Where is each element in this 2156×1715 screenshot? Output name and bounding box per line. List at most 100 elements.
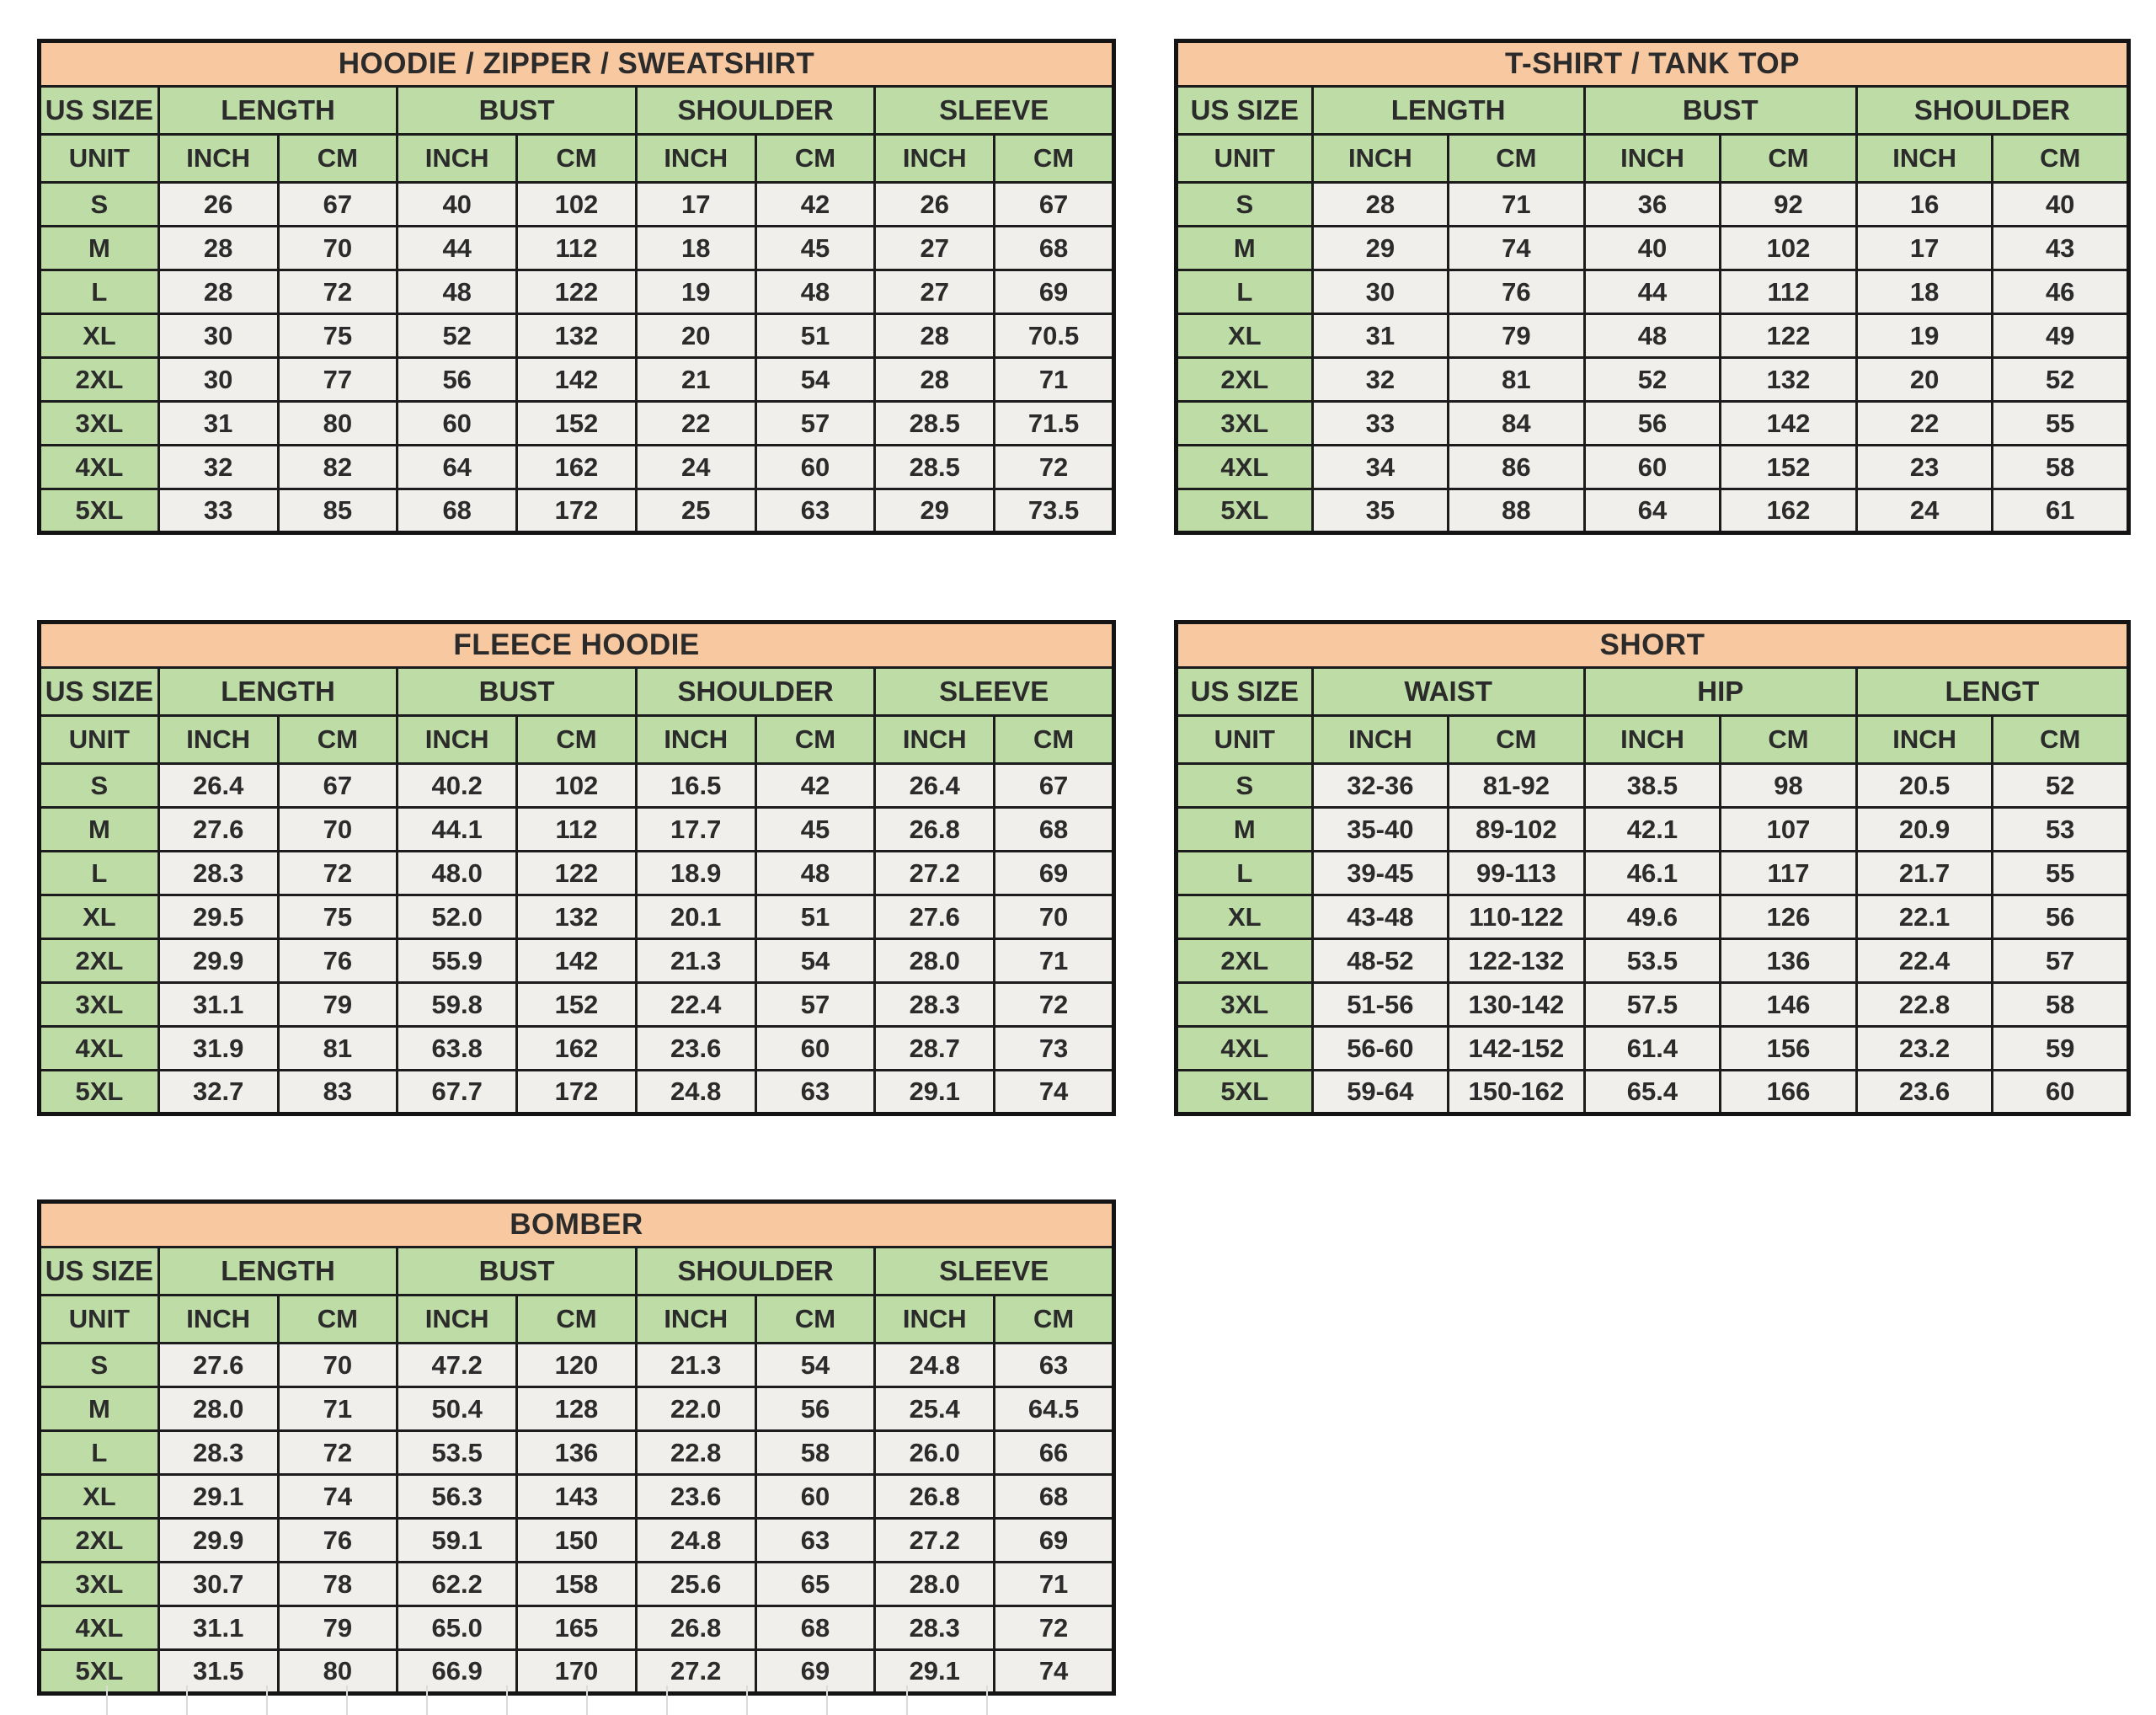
measurement-cell: 28 [1310,181,1450,227]
measurement-cell: 136 [1719,938,1858,984]
unit-cell: CM [1991,714,2130,765]
measurement-cell: 68 [754,1605,877,1651]
measurement-cell: 57.5 [1582,981,1722,1028]
size-label: 3XL [38,981,160,1028]
measurement-cell: 31 [157,400,280,446]
unit-cell: CM [515,1294,638,1344]
size-label: 3XL [38,400,160,446]
measurement-cell: 29.9 [157,938,280,984]
table-title-row: HOODIE / ZIPPER / SWEATSHIRT [38,40,1115,88]
measurement-cell: 28 [157,225,280,271]
unit-cell: INCH [1310,714,1450,765]
size-label: 4XL [38,1605,160,1651]
unit-cell: INCH [873,714,996,765]
measurement-cell: 48 [754,850,877,896]
size-row: 5XL 32.7 83 67.7 172 24.8 63 29.1 74 [38,1069,1115,1115]
measurement-cell: 60 [754,1025,877,1071]
measurement-cell: 23.6 [634,1025,757,1071]
measurement-cell: 122 [1719,313,1858,359]
measurement-cell: 29.1 [157,1473,280,1520]
table-short: SHORT US SIZE WAIST HIP LENGT UNIT INCH CM INCH C… [1174,620,2131,1116]
measurement-cell: 48-52 [1310,938,1450,984]
measurement-cell: 85 [276,488,399,534]
measurement-cell: 22.1 [1854,894,1994,940]
measurement-cell: 166 [1719,1069,1858,1115]
measurement-cell: 54 [754,1342,877,1388]
size-label: 4XL [1175,1025,1314,1071]
measurement-cell: 65.0 [396,1605,519,1651]
size-row: L 28.3 72 48.0 122 18.9 48 27.2 69 [38,850,1115,896]
size-table: SHORT US SIZE WAIST HIP LENGT UNIT INCH CM INCH C… [1174,620,2131,1116]
size-row: 4XL 34 86 60 152 23 58 [1175,444,2130,490]
size-table: HOODIE / ZIPPER / SWEATSHIRT US SIZE LENGT… [37,39,1116,535]
measurement-cell: 77 [276,356,399,403]
size-row: 4XL 31.9 81 63.8 162 23.6 60 28.7 73 [38,1025,1115,1071]
measurement-cell: 28.0 [873,1561,996,1607]
measurement-cell: 25.4 [873,1386,996,1432]
size-label: XL [1175,894,1314,940]
measurement-cell: 64 [396,444,519,490]
measurement-cell: 32 [157,444,280,490]
measurement-cell: 60 [396,400,519,446]
table-fleece-hoodie: FLEECE HOODIE US SIZE LENGTH BUST SHOULDER SL… [37,620,1116,1116]
measurement-cell: 71 [276,1386,399,1432]
measurement-cell: 72 [276,269,399,315]
table-hoodie-zipper-sweatshirt: HOODIE / ZIPPER / SWEATSHIRT US SIZE LENGT… [37,39,1116,535]
size-label: XL [38,1473,160,1520]
unit-cell: INCH [1854,714,1994,765]
measurement-cell: 26.4 [873,762,996,809]
measurement-cell: 63 [754,1517,877,1563]
measurement-cell: 28.3 [157,850,280,896]
measurement-cell: 172 [515,1069,638,1115]
measurement-cell: 28.0 [873,938,996,984]
measurement-cell: 55 [1991,400,2130,446]
measurement-cell: 64 [1582,488,1722,534]
size-row: S 27.6 70 47.2 120 21.3 54 24.8 63 [38,1342,1115,1388]
measurement-cell: 86 [1447,444,1586,490]
measurement-cell: 81 [1447,356,1586,403]
measurement-cell: 23 [1854,444,1994,490]
column-group-header: SLEEVE [873,1246,1115,1296]
column-group-header: BUST [1582,85,1858,136]
measurement-cell: 98 [1719,762,1858,809]
measurement-cell: 21.7 [1854,850,1994,896]
measurement-cell: 26.0 [873,1429,996,1476]
table-title: HOODIE / ZIPPER / SWEATSHIRT [38,40,1115,88]
size-label: S [1175,762,1314,809]
column-group-header: LENGT [1854,666,2131,717]
measurement-cell: 71 [1447,181,1586,227]
measurement-cell: 162 [515,1025,638,1071]
measurement-cell: 54 [754,356,877,403]
measurement-cell: 25.6 [634,1561,757,1607]
unit-cell: CM [1991,133,2130,184]
size-label: M [1175,225,1314,271]
measurement-cell: 59.8 [396,981,519,1028]
measurement-cell: 142-152 [1447,1025,1586,1071]
measurement-cell: 42 [754,762,877,809]
measurement-cell: 20 [1854,356,1994,403]
size-row: M 29 74 40 102 17 43 [1175,225,2130,271]
measurement-cell: 28 [873,313,996,359]
measurement-cell: 26.4 [157,762,280,809]
measurement-cell: 81-92 [1447,762,1586,809]
measurement-cell: 23.6 [634,1473,757,1520]
measurement-cell: 67 [993,181,1115,227]
measurement-cell: 27 [873,269,996,315]
measurement-cell: 70 [276,225,399,271]
measurement-cell: 22.8 [634,1429,757,1476]
size-label: 3XL [38,1561,160,1607]
measurement-cell: 28.5 [873,400,996,446]
measurement-cell: 35-40 [1310,806,1450,852]
measurement-cell: 44 [396,225,519,271]
measurement-cell: 65 [754,1561,877,1607]
measurement-cell: 57 [754,400,877,446]
measurement-cell: 67 [276,762,399,809]
size-label: S [38,1342,160,1388]
measurement-cell: 23.6 [1854,1069,1994,1115]
measurement-cell: 28.3 [873,981,996,1028]
unit-cell: INCH [1854,133,1994,184]
column-group-header: HIP [1582,666,1858,717]
unit-cell: CM [993,133,1115,184]
size-row: M 27.6 70 44.1 112 17.7 45 26.8 68 [38,806,1115,852]
size-row: 2XL 29.9 76 59.1 150 24.8 63 27.2 69 [38,1517,1115,1563]
